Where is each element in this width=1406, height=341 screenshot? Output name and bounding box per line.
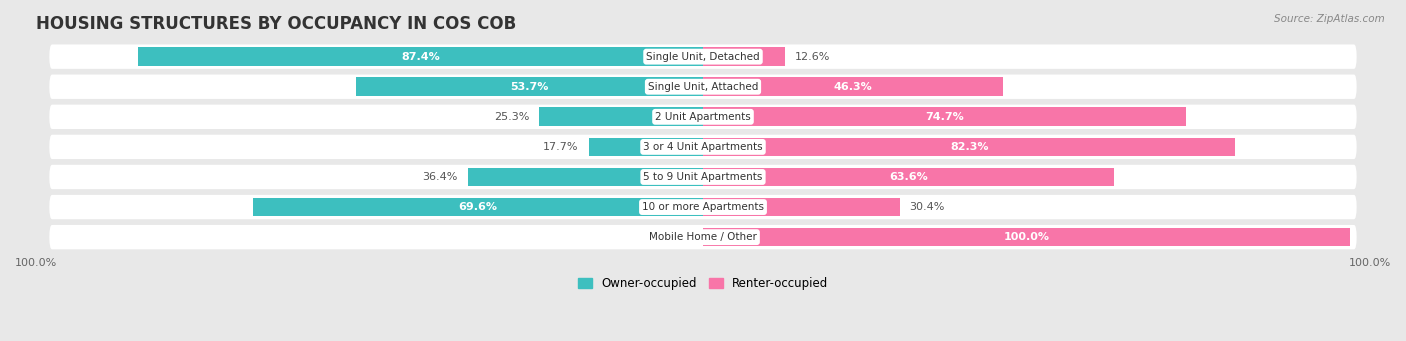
Bar	[253, 198, 703, 217]
FancyBboxPatch shape	[49, 105, 1357, 129]
Text: 74.7%: 74.7%	[925, 112, 965, 122]
FancyBboxPatch shape	[49, 44, 1357, 69]
Bar	[138, 47, 703, 66]
Text: 36.4%: 36.4%	[422, 172, 457, 182]
Text: 63.6%: 63.6%	[890, 172, 928, 182]
FancyBboxPatch shape	[49, 225, 1357, 249]
Bar	[468, 168, 703, 186]
Bar	[703, 228, 1350, 247]
Text: 87.4%: 87.4%	[401, 51, 440, 62]
Text: HOUSING STRUCTURES BY OCCUPANCY IN COS COB: HOUSING STRUCTURES BY OCCUPANCY IN COS C…	[37, 15, 516, 33]
Legend: Owner-occupied, Renter-occupied: Owner-occupied, Renter-occupied	[572, 272, 834, 295]
Text: 82.3%: 82.3%	[950, 142, 988, 152]
Bar	[703, 77, 1002, 96]
Bar	[703, 107, 1187, 126]
Text: 5 to 9 Unit Apartments: 5 to 9 Unit Apartments	[644, 172, 762, 182]
Bar	[540, 107, 703, 126]
Bar	[703, 198, 900, 217]
Text: 53.7%: 53.7%	[510, 82, 548, 92]
Text: 0.0%: 0.0%	[665, 232, 693, 242]
Text: 3 or 4 Unit Apartments: 3 or 4 Unit Apartments	[643, 142, 763, 152]
FancyBboxPatch shape	[49, 135, 1357, 159]
Bar	[703, 137, 1236, 156]
Text: 69.6%: 69.6%	[458, 202, 498, 212]
Bar	[703, 47, 785, 66]
Text: 100.0%: 100.0%	[1004, 232, 1049, 242]
Text: 30.4%: 30.4%	[910, 202, 945, 212]
Text: Source: ZipAtlas.com: Source: ZipAtlas.com	[1274, 14, 1385, 24]
Bar	[356, 77, 703, 96]
Bar	[589, 137, 703, 156]
Text: 25.3%: 25.3%	[494, 112, 529, 122]
Text: 12.6%: 12.6%	[794, 51, 830, 62]
Text: 10 or more Apartments: 10 or more Apartments	[643, 202, 763, 212]
Text: 17.7%: 17.7%	[543, 142, 578, 152]
Text: 46.3%: 46.3%	[834, 82, 872, 92]
FancyBboxPatch shape	[49, 195, 1357, 219]
FancyBboxPatch shape	[49, 165, 1357, 189]
FancyBboxPatch shape	[49, 75, 1357, 99]
Bar	[703, 168, 1115, 186]
Text: Single Unit, Attached: Single Unit, Attached	[648, 82, 758, 92]
Text: Mobile Home / Other: Mobile Home / Other	[650, 232, 756, 242]
Text: Single Unit, Detached: Single Unit, Detached	[647, 51, 759, 62]
Text: 2 Unit Apartments: 2 Unit Apartments	[655, 112, 751, 122]
